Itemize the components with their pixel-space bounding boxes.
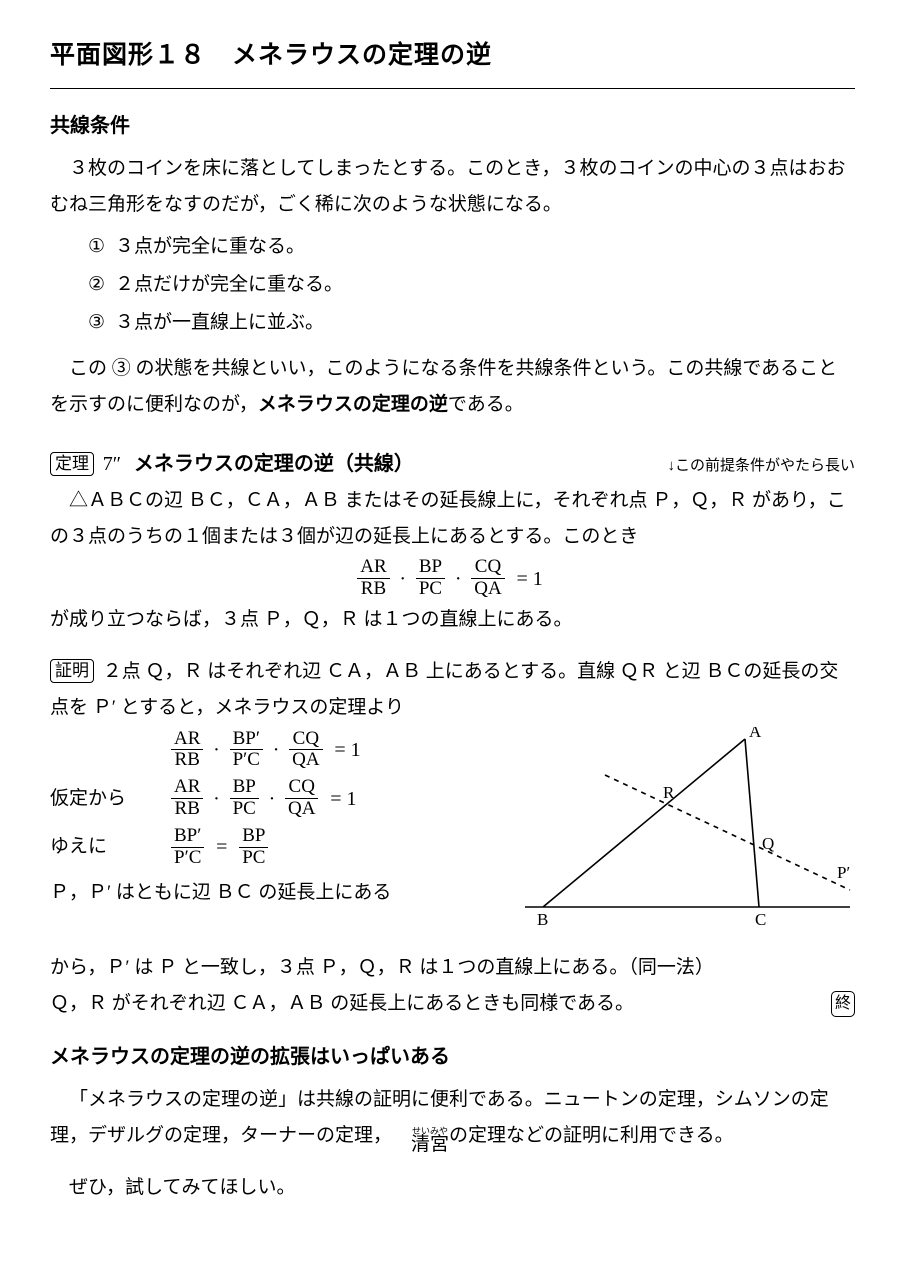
triangle-diagram: A B C R Q P′ xyxy=(515,727,855,950)
list-marker: ② xyxy=(88,267,105,303)
theorem-conclusion: が成り立つならば，３点 Ｐ，Ｑ，Ｒ は１つの直線上にある。 xyxy=(50,602,855,638)
section3-p1: 「メネラウスの定理の逆」は共線の証明に便利である。ニュートンの定理，シムソンの定… xyxy=(50,1082,855,1154)
diagram-svg: A B C R Q P′ xyxy=(515,727,855,937)
svg-text:Q: Q xyxy=(762,834,774,853)
theorem-number: 7″ xyxy=(103,453,121,475)
theorem-header: 定理 7″ メネラウスの定理の逆（共線） ↓この前提条件がやたら長い xyxy=(50,445,855,483)
text: である。 xyxy=(448,394,524,415)
list-item: ② ２点だけが完全に重なる。 xyxy=(88,267,855,303)
eq-label: 仮定から xyxy=(50,781,140,817)
collinear-cases-list: ① ３点が完全に重なる。 ② ２点だけが完全に重なる。 ③ ３点が一直線上に並ぶ… xyxy=(50,229,855,341)
list-text: ２点だけが完全に重なる。 xyxy=(115,267,343,303)
text: の定理などの証明に利用できる。 xyxy=(449,1125,734,1146)
proof-eq3: ゆえに BP′P′C = BPPC xyxy=(50,826,495,869)
list-text: ３点が一直線上に並ぶ。 xyxy=(115,305,324,341)
theorem-equation: ARRB · BPPC · CQQA = 1 xyxy=(50,557,855,600)
proof-opening: 証明 ２点 Ｑ，Ｒ はそれぞれ辺 ＣＡ，ＡＢ 上にあるとする。直線 ＱＲ と辺 … xyxy=(50,654,855,726)
list-item: ① ３点が完全に重なる。 xyxy=(88,229,855,265)
eq-label: ゆえに xyxy=(50,829,140,865)
theorem-premise: △ＡＢＣの辺 ＢＣ，ＣＡ，ＡＢ またはその延長線上に，それぞれ点 Ｐ，Ｑ，Ｒ が… xyxy=(50,483,855,555)
proof-eq1: ARRB · BP′P′C · CQQA = 1 xyxy=(50,729,495,772)
theorem-title: メネラウスの定理の逆（共線） xyxy=(134,453,414,475)
proof-eq2: 仮定から ARRB · BPPC · CQQA = 1 xyxy=(50,777,495,820)
svg-text:R: R xyxy=(663,783,675,802)
svg-text:P′: P′ xyxy=(837,863,850,882)
text: ２点 Ｑ，Ｒ はそれぞれ辺 ＣＡ，ＡＢ 上にあるとする。直線 ＱＲ と辺 ＢＣの… xyxy=(50,661,838,718)
svg-text:C: C xyxy=(755,910,766,929)
svg-text:A: A xyxy=(749,727,762,741)
theorem-box-label: 定理 xyxy=(50,452,94,476)
section1-p2: この ③ の状態を共線といい，このようになる条件を共線条件という。この共線である… xyxy=(50,351,855,423)
section1-heading: 共線条件 xyxy=(50,107,855,145)
proof-end-mark: 終 xyxy=(831,991,855,1017)
list-marker: ③ xyxy=(88,305,105,341)
list-item: ③ ３点が一直線上に並ぶ。 xyxy=(88,305,855,341)
proof-box-label: 証明 xyxy=(50,659,94,683)
proof-p3: から，Ｐ′ は Ｐ と一致し，３点 Ｐ，Ｑ，Ｒ は１つの直線上にある。（同一法） xyxy=(50,950,855,986)
svg-text:B: B xyxy=(537,910,548,929)
page-title: 平面図形１８ メネラウスの定理の逆 xyxy=(50,32,855,80)
title-rule xyxy=(50,88,855,89)
list-text: ３点が完全に重なる。 xyxy=(115,229,305,265)
emphasis: メネラウスの定理の逆 xyxy=(258,394,448,415)
ruby-seimiya: せいみや清宮 xyxy=(392,1127,449,1154)
proof-p4: Ｑ，Ｒ がそれぞれ辺 ＣＡ，ＡＢ の延長上にあるときも同様である。 xyxy=(50,986,634,1022)
list-marker: ① xyxy=(88,229,105,265)
section3-p2: ぜひ，試してみてほしい。 xyxy=(50,1170,855,1206)
proof-p2: Ｐ，Ｐ′ はともに辺 ＢＣ の延長上にある xyxy=(50,875,495,911)
section1-p1: ３枚のコインを床に落としてしまったとする。このとき，３枚のコインの中心の３点はお… xyxy=(50,151,855,223)
section3-heading: メネラウスの定理の逆の拡張はいっぱいある xyxy=(50,1038,855,1076)
theorem-side-note: ↓この前提条件がやたら長い xyxy=(667,452,855,481)
